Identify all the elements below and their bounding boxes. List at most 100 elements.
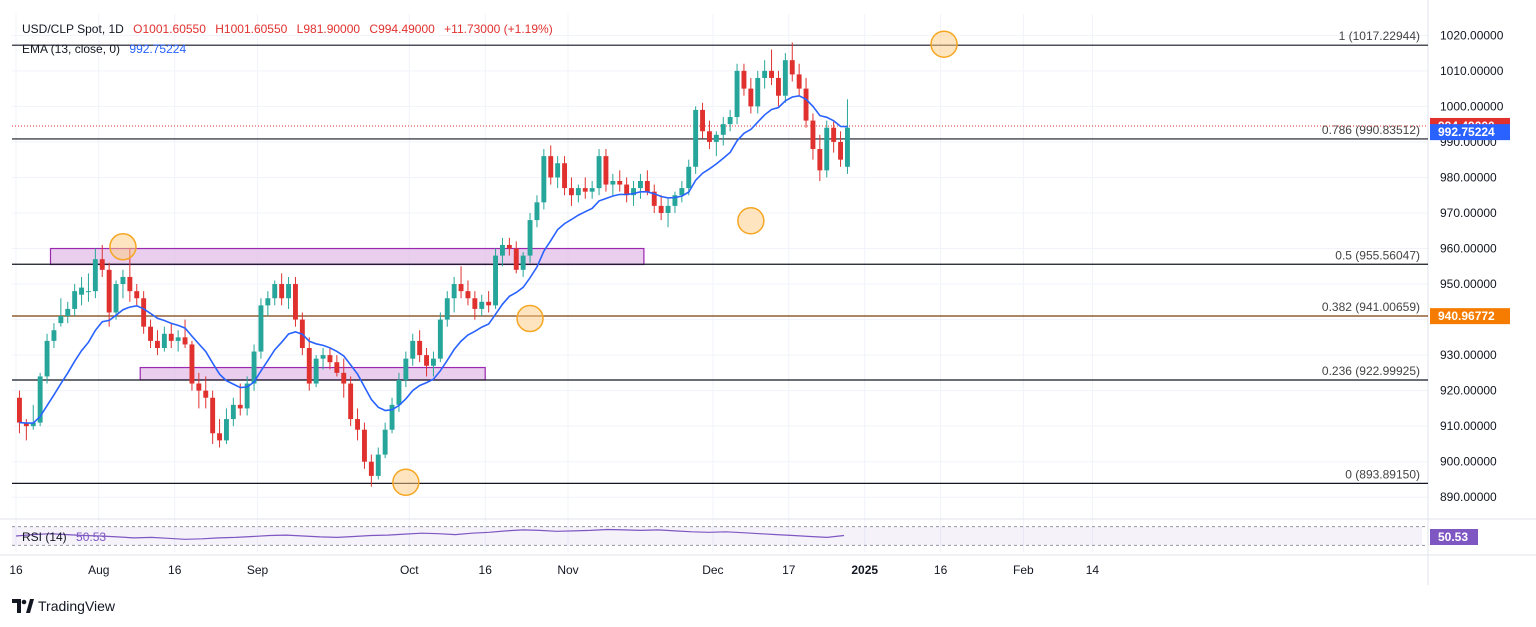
candle-body [417, 340, 423, 356]
rsi-line [15, 528, 845, 540]
price-tick: 1000.00000 [1440, 99, 1504, 113]
candle-body [713, 134, 719, 142]
candlesticks[interactable] [17, 42, 850, 487]
pivot-markers [109, 30, 958, 497]
candle-body [355, 419, 360, 430]
time-tick: Nov [557, 563, 578, 577]
candle-body [803, 88, 809, 121]
fibonacci-levels: 1 (1017.22944) 0.786 (990.83512) 0.5 (955.… [12, 29, 1428, 485]
rsi-pane: 50.53 [12, 526, 1478, 546]
close-value: C994.49000 [369, 22, 435, 36]
candle-body [782, 60, 788, 96]
candle-body [168, 333, 174, 341]
pivot-marker [392, 468, 420, 497]
price-axis[interactable]: 1020.000001010.000001000.00000990.000009… [1430, 28, 1510, 504]
candle-body [638, 181, 643, 189]
rsi-legend: RSI (14) 50.53 [22, 530, 112, 544]
time-tick: 16 [168, 563, 182, 577]
candle-body [534, 202, 540, 221]
rsi-label[interactable]: RSI (14) [22, 530, 67, 544]
candle-body [368, 461, 374, 476]
candle-body [700, 109, 705, 132]
open-value: O1001.60550 [133, 22, 206, 36]
candle-body [382, 429, 388, 455]
time-tick: Aug [88, 563, 109, 577]
candle-body [541, 156, 547, 203]
candle-body [106, 269, 112, 313]
candle-body [410, 340, 416, 359]
ema-label[interactable]: EMA (13, close, 0) [22, 42, 121, 56]
candle-body [86, 291, 91, 293]
rsi-tag-bg [1430, 529, 1478, 545]
candle-body [582, 188, 588, 192]
brand-name: TradingView [38, 598, 116, 614]
candle-body [755, 77, 761, 107]
candle-body [686, 166, 692, 189]
price-tag-bg [1430, 124, 1510, 141]
price-tag: 940.96772 [1438, 309, 1495, 323]
tradingview-logo[interactable]: TradingView [12, 598, 115, 614]
candle-body [113, 284, 119, 313]
ema-legend: EMA (13, close, 0) 992.75224 [22, 42, 192, 56]
candle-body [230, 404, 236, 420]
candle-body [769, 70, 774, 78]
candle-body [251, 351, 257, 384]
rsi-value: 50.53 [76, 530, 107, 544]
time-axis[interactable]: 16 Aug 16 Sep Oct 16 Nov Dec 17 2025 16 Feb 14 [9, 563, 1099, 577]
time-tick: Feb [1013, 563, 1034, 577]
symbol-label[interactable]: USD/CLP Spot, 1D [22, 22, 124, 36]
candle-body [472, 298, 478, 309]
time-tick: 16 [934, 563, 948, 577]
candle-body [575, 188, 581, 196]
candle-body [596, 156, 602, 189]
candle-body [679, 188, 685, 196]
candle-body [424, 355, 429, 366]
candle-body [313, 358, 319, 384]
candle-body [644, 181, 650, 192]
fib-label: 0.5 (955.56047) [1335, 248, 1420, 262]
candle-body [810, 120, 816, 150]
price-tag-bg [1430, 308, 1510, 325]
candle-body [831, 127, 837, 142]
candle-body [741, 70, 747, 89]
zone-box [49, 247, 645, 266]
candle-body [734, 70, 740, 118]
time-tick: Dec [702, 563, 723, 577]
candle-body [693, 109, 699, 167]
candle-body [258, 305, 264, 352]
price-tick: 910.00000 [1440, 419, 1497, 433]
candle-body [458, 284, 464, 292]
candle-body [341, 372, 347, 384]
candle-body [203, 390, 209, 398]
candle-body [431, 358, 436, 366]
candle-body [506, 244, 512, 249]
price-tick: 970.00000 [1440, 206, 1497, 220]
candle-body [375, 454, 381, 476]
grid [0, 0, 1536, 585]
candle-body [72, 291, 78, 309]
candle-body [451, 284, 457, 299]
candle-body [210, 397, 216, 434]
candle-body [389, 404, 395, 430]
candle-body [824, 127, 830, 171]
price-tick: 930.00000 [1440, 348, 1497, 362]
fib-label: 0.382 (941.00659) [1322, 300, 1420, 314]
candle-body [548, 156, 554, 178]
ema-13-line [19, 94, 848, 424]
candle-body [707, 131, 712, 142]
price-tick: 950.00000 [1440, 277, 1497, 291]
candle-body [527, 220, 533, 256]
time-tick: 16 [479, 563, 493, 577]
candle-body [727, 117, 733, 125]
candle-body [134, 291, 140, 299]
fib-label: 0.786 (990.83512) [1322, 123, 1420, 137]
candle-body [293, 284, 298, 320]
pivot-marker [109, 232, 137, 261]
candle-body [555, 163, 561, 178]
candle-body [148, 326, 153, 341]
candle-body [444, 298, 450, 320]
candle-body [479, 301, 485, 309]
candle-body [658, 205, 664, 213]
candle-body [624, 184, 630, 196]
